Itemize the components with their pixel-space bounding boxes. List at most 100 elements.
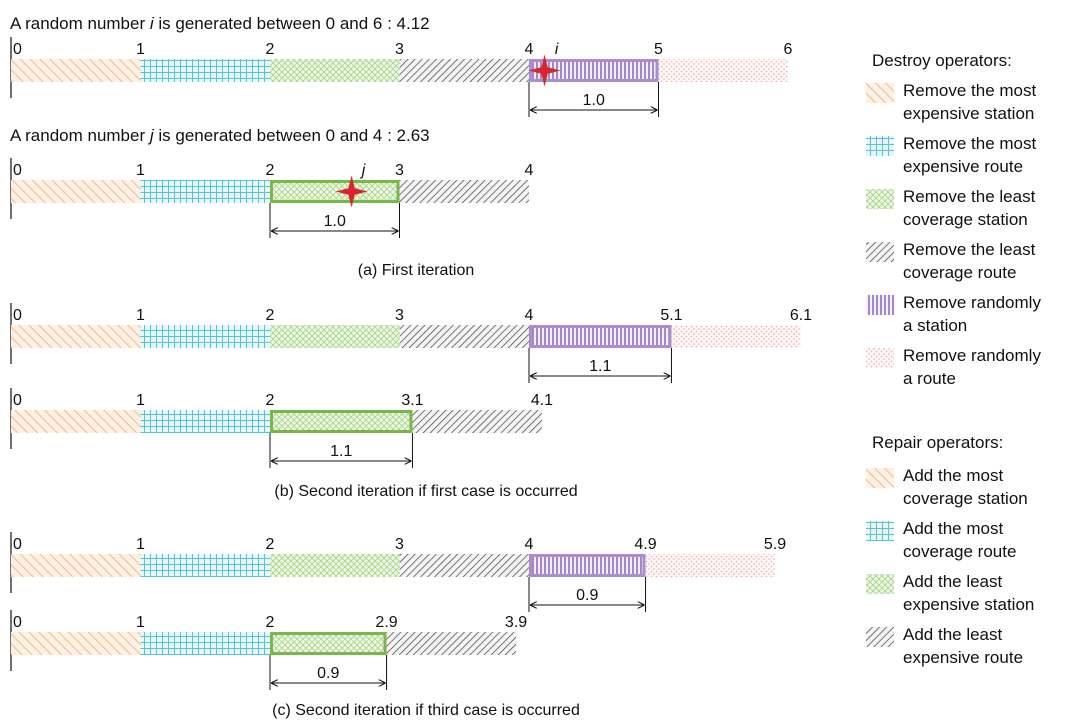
- tick-label: 3.1: [401, 392, 423, 409]
- random-point-star-icon: [528, 54, 561, 87]
- legend-item-green: Remove the least coverage station: [866, 187, 1036, 229]
- dimension-label: 1.1: [589, 358, 611, 375]
- segment-green: [270, 410, 413, 433]
- dimension-label: 1.1: [330, 443, 352, 460]
- dimension-label: 1.0: [583, 92, 605, 109]
- segment-dark: [399, 180, 529, 203]
- legend-label: coverage route: [903, 542, 1016, 561]
- legend-item-orange: Add the most coverage station: [866, 466, 1028, 508]
- segment-pink: [658, 59, 788, 82]
- segment-pink: [671, 325, 801, 348]
- legend-swatch: [866, 83, 894, 103]
- legend-item-purple: Remove randomly a station: [866, 293, 1041, 335]
- tick-label: 1: [136, 41, 145, 58]
- selected-segment-outline: [529, 554, 646, 577]
- tick-label: 4.9: [634, 536, 656, 553]
- legend-item-dark: Add the least expensive route: [866, 625, 1023, 667]
- segment-green: [270, 554, 400, 577]
- segment-green: [270, 59, 400, 82]
- tick-label: 3: [395, 162, 404, 179]
- caption-second-iteration-third-case: (c) Second iteration if third case is oc…: [272, 702, 580, 719]
- tick-label: 3.9: [505, 614, 527, 631]
- legend-swatch: [866, 521, 894, 541]
- legend-item-green: Add the least expensive station: [866, 572, 1034, 614]
- legend-swatch: [866, 136, 894, 156]
- bar-c-destroy: 0 1 2 3 4 4.9 5.9 0.9: [10, 532, 786, 612]
- segment-green: [270, 180, 400, 203]
- legend-label: Add the most: [903, 519, 1003, 538]
- legend-label: Add the least: [903, 572, 1003, 591]
- legend-swatch: [866, 468, 894, 488]
- legend-item-orange: Remove the most expensive station: [866, 81, 1036, 123]
- random-variable-label: i: [555, 41, 559, 58]
- tick-label: 5.1: [660, 307, 682, 324]
- selected-segment-outline: [270, 180, 400, 203]
- tick-label: 5.9: [764, 536, 786, 553]
- tick-label: 6: [784, 41, 793, 58]
- legend-title: Repair operators:: [872, 433, 1003, 452]
- legend-swatch: [866, 189, 894, 209]
- tick-label: 1: [136, 536, 145, 553]
- legend-swatch: [866, 627, 894, 647]
- segment-orange: [11, 325, 141, 348]
- segment-cyan: [140, 632, 270, 655]
- legend-title: Destroy operators:: [872, 51, 1012, 70]
- selected-segment-outline: [529, 325, 672, 348]
- tick-label: 5: [654, 41, 663, 58]
- tick-label: 1: [136, 307, 145, 324]
- legend: Destroy operators: Remove the most expensi…: [866, 51, 1041, 667]
- tick-label: 4: [525, 536, 534, 553]
- tick-label: 0: [13, 614, 22, 631]
- legend-item-dark: Remove the least coverage route: [866, 240, 1036, 282]
- tick-label: 3: [395, 41, 404, 58]
- segment-orange: [11, 59, 141, 82]
- tick-label: 1: [136, 614, 145, 631]
- dimension-label: 0.9: [576, 587, 598, 604]
- segment-green: [270, 632, 387, 655]
- tick-label: 0: [13, 536, 22, 553]
- legend-label: Remove the least: [903, 240, 1036, 259]
- tick-label: 4.1: [531, 392, 553, 409]
- segment-orange: [11, 410, 141, 433]
- segment-orange: [11, 632, 141, 655]
- caption-second-iteration-first-case: (b) Second iteration if first case is oc…: [274, 483, 577, 500]
- tick-label: 0: [13, 162, 22, 179]
- bars-layer: 0 1 2 3 4 5 6 1.0 i 0 1 2 3 4 1.0 j 0 1 2 3 4 5.1 6.1 1.1 0 1 2 3.1…: [10, 37, 812, 690]
- segment-green: [270, 325, 400, 348]
- tick-label: 2: [266, 307, 275, 324]
- legend-label: coverage route: [903, 263, 1016, 282]
- segment-cyan: [140, 180, 270, 203]
- random-point-star-icon: [335, 175, 368, 208]
- tick-label: 2: [266, 41, 275, 58]
- segment-dark: [386, 632, 517, 655]
- tick-label: 2: [266, 536, 275, 553]
- legend-label: a route: [903, 369, 956, 388]
- legend-label: expensive station: [903, 595, 1034, 614]
- selected-segment-outline: [270, 632, 387, 655]
- segment-dark: [399, 554, 529, 577]
- tick-label: 0: [13, 41, 22, 58]
- dimension-label: 1.0: [324, 213, 346, 230]
- legend-label: coverage station: [903, 210, 1028, 229]
- tick-label: 2: [266, 392, 275, 409]
- legend-item-cyan: Remove the most expensive route: [866, 134, 1036, 176]
- tick-label: 2: [266, 162, 275, 179]
- tick-label: 0: [13, 392, 22, 409]
- legend-label: Add the most: [903, 466, 1003, 485]
- header-random-i: A random number i is generated between 0…: [10, 14, 430, 33]
- tick-label: 4: [525, 162, 534, 179]
- legend-label: Add the least: [903, 625, 1003, 644]
- caption-first-iteration: (a) First iteration: [358, 262, 474, 279]
- legend-label: expensive route: [903, 157, 1023, 176]
- legend-label: Remove the most: [903, 134, 1036, 153]
- tick-label: 4: [525, 41, 534, 58]
- segment-pink: [645, 554, 776, 577]
- legend-item-pink: Remove randomly a route: [866, 346, 1041, 388]
- tick-label: 1: [136, 162, 145, 179]
- legend-label: expensive station: [903, 104, 1034, 123]
- bar-a-repair: 0 1 2 3 4 1.0 j: [10, 158, 534, 238]
- legend-label: Remove the least: [903, 187, 1036, 206]
- legend-swatch: [866, 574, 894, 594]
- segment-orange: [11, 554, 141, 577]
